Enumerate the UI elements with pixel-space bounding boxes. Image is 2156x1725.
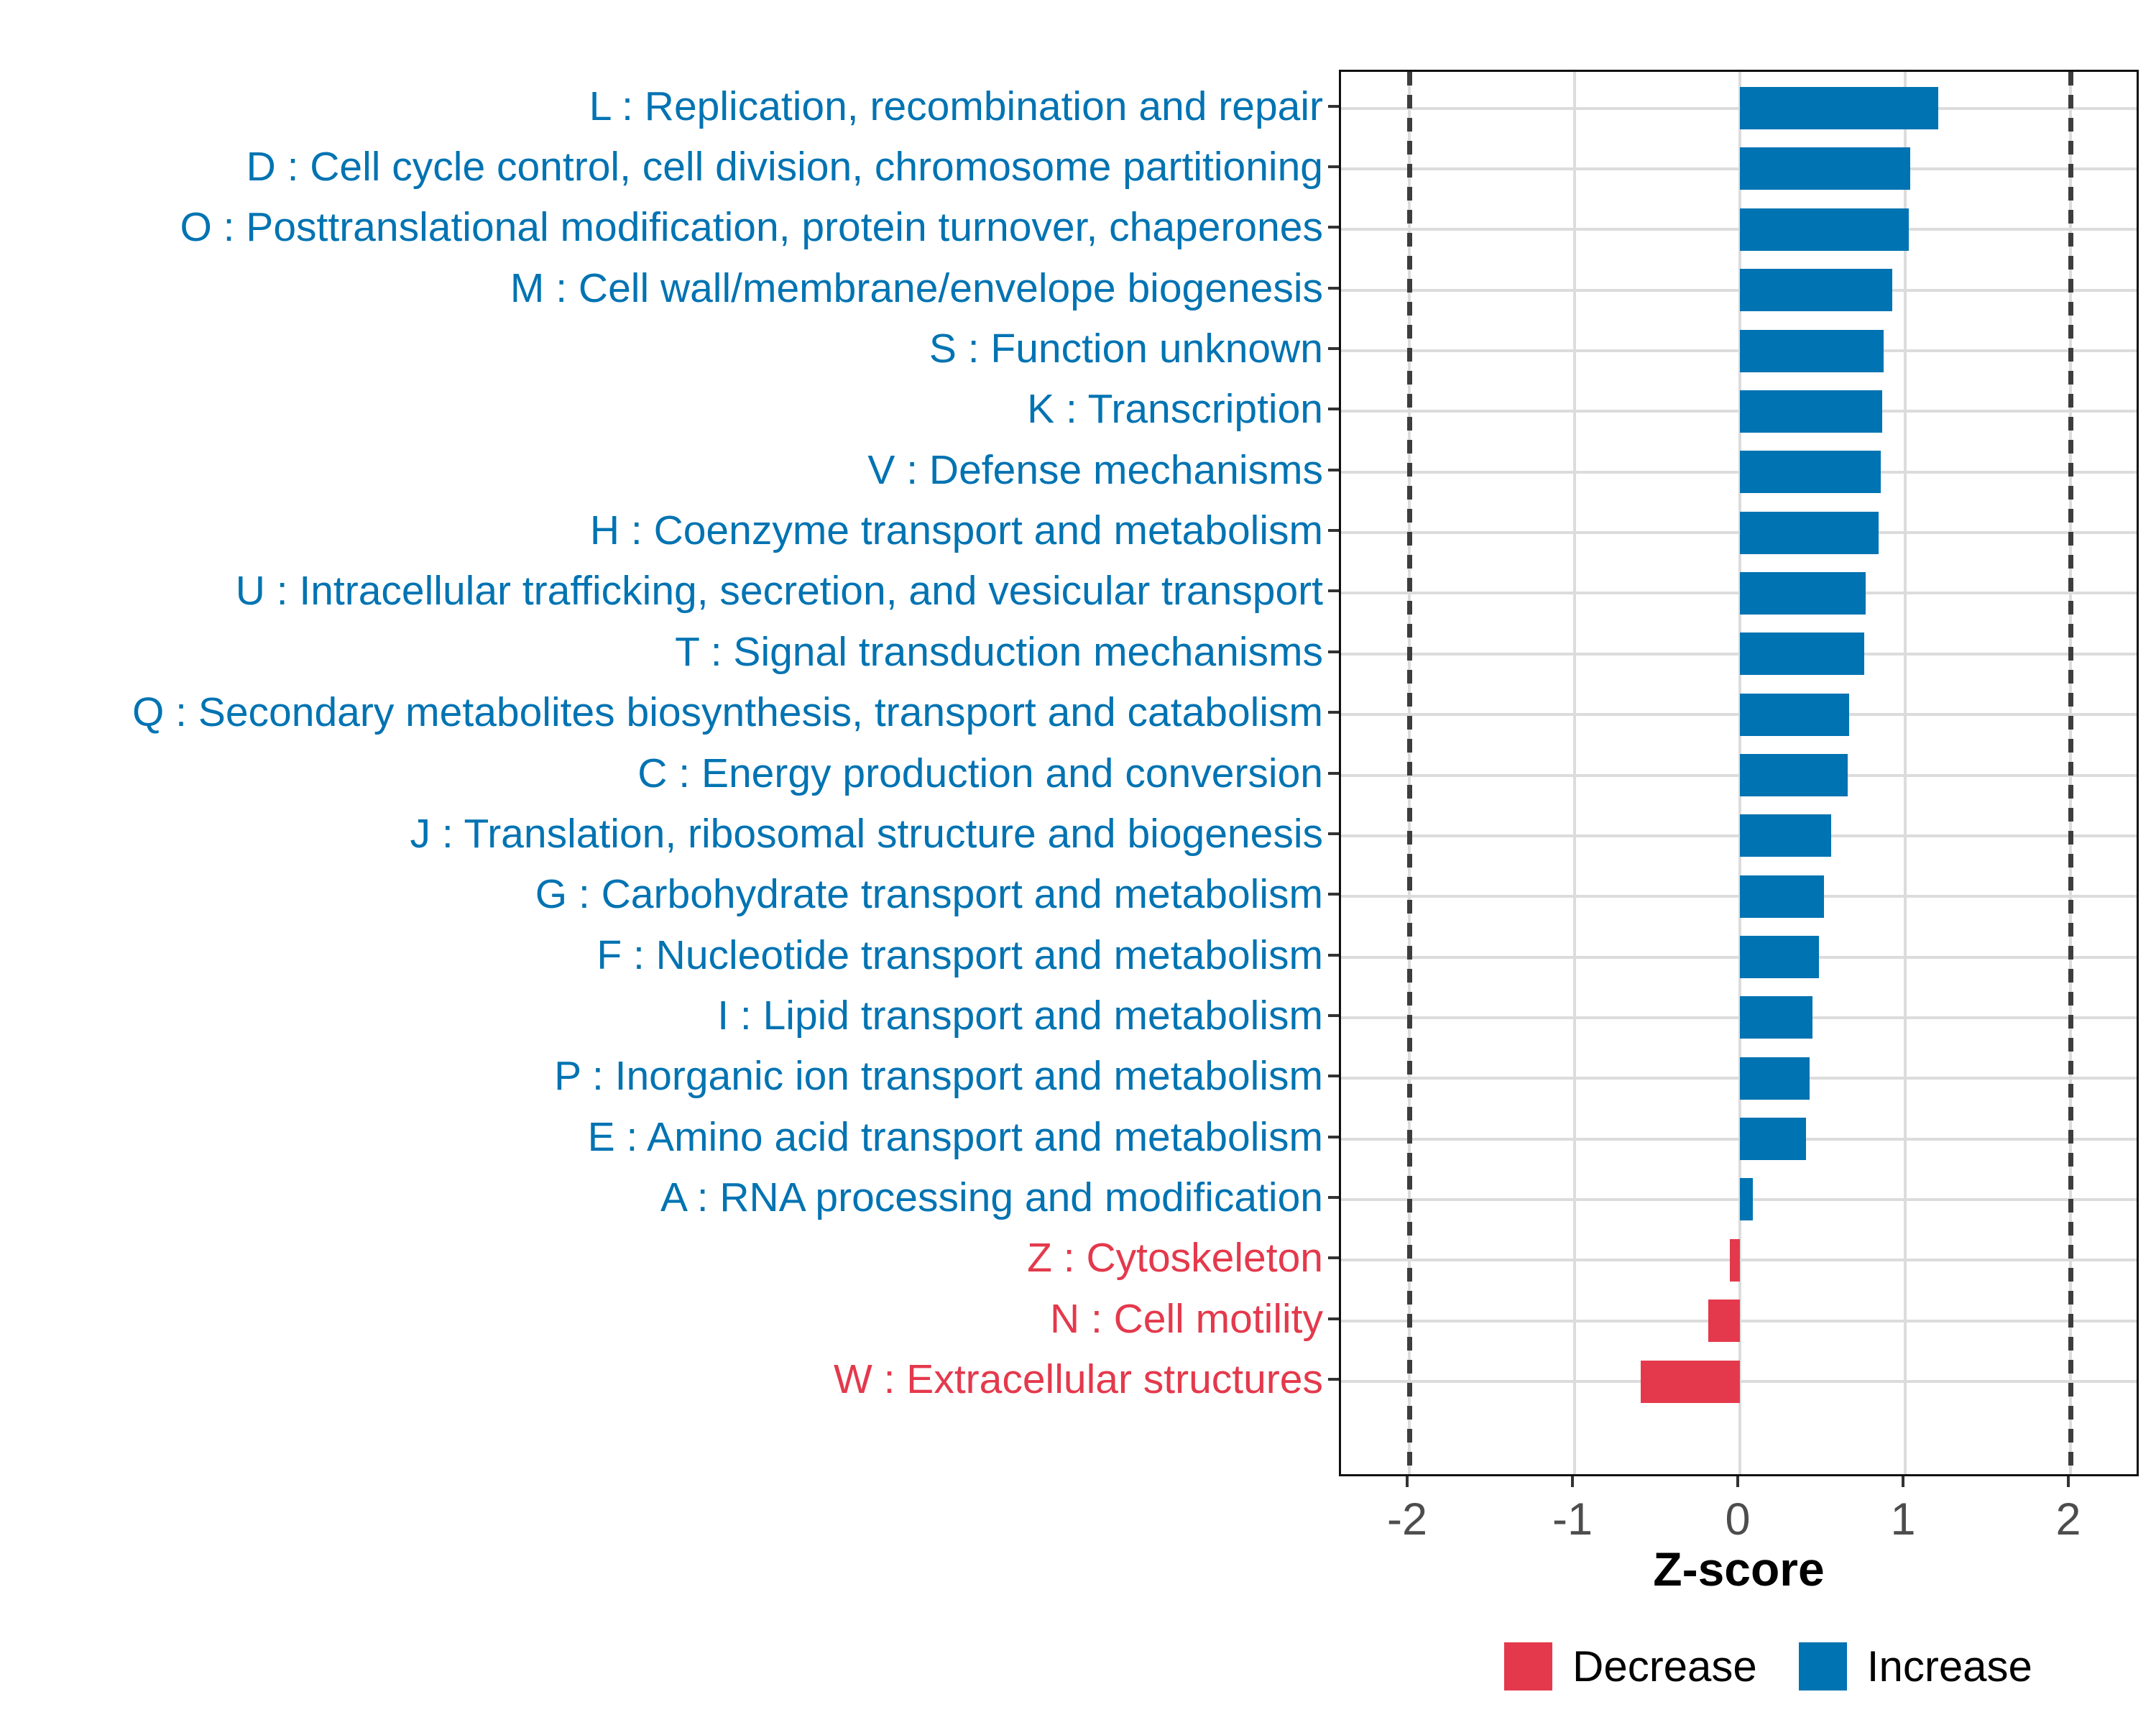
category-label: M : Cell wall/membrane/envelope biogenes… — [510, 264, 1323, 311]
bar-J — [1740, 814, 1831, 857]
x-tick — [1736, 1476, 1739, 1487]
y-tick — [1328, 1317, 1339, 1320]
legend-label: Decrease — [1572, 1642, 1757, 1690]
y-tick — [1328, 104, 1339, 108]
x-axis-title: Z-score — [1653, 1542, 1825, 1596]
category-label: D : Cell cycle control, cell division, c… — [246, 143, 1323, 190]
bar-O — [1740, 208, 1909, 251]
x-tick — [1902, 1476, 1904, 1487]
x-tick — [2067, 1476, 2070, 1487]
y-tick — [1328, 1195, 1339, 1199]
bar-N — [1708, 1300, 1740, 1343]
category-label: H : Coenzyme transport and metabolism — [589, 507, 1323, 554]
plot-panel — [1339, 70, 2139, 1476]
bar-K — [1740, 390, 1882, 433]
y-tick — [1328, 650, 1339, 653]
category-label: W : Extracellular structures — [834, 1356, 1323, 1403]
y-tick — [1328, 1256, 1339, 1260]
y-tick — [1328, 468, 1339, 472]
category-label: G : Carbohydrate transport and metabolis… — [535, 871, 1323, 918]
category-label: Q : Secondary metabolites biosynthesis, … — [132, 689, 1323, 736]
x-tick-label: 0 — [1725, 1494, 1751, 1545]
x-tick-label: -2 — [1386, 1494, 1428, 1545]
bar-I — [1740, 996, 1813, 1039]
category-label: S : Function unknown — [929, 326, 1323, 372]
legend-item-decrease: Decrease — [1504, 1642, 1757, 1690]
x-tick-label: 1 — [1890, 1494, 1916, 1545]
bar-P — [1740, 1057, 1810, 1100]
category-label: P : Inorganic ion transport and metaboli… — [554, 1053, 1323, 1100]
category-label: K : Transcription — [1027, 386, 1323, 433]
y-tick — [1328, 226, 1339, 229]
bar-T — [1740, 632, 1864, 676]
x-tick — [1571, 1476, 1574, 1487]
bar-L — [1740, 87, 1938, 130]
x-tick — [1406, 1476, 1409, 1487]
bar-W — [1641, 1360, 1740, 1403]
category-label: U : Intracellular trafficking, secretion… — [235, 568, 1323, 615]
gridline-x — [1573, 72, 1576, 1474]
bar-S — [1740, 329, 1884, 372]
legend-item-increase: Increase — [1798, 1642, 2032, 1690]
y-tick — [1328, 832, 1339, 835]
y-tick — [1328, 589, 1339, 593]
x-tick-label: 2 — [2055, 1494, 2081, 1545]
bar-E — [1740, 1118, 1806, 1161]
legend: Decrease Increase — [1504, 1642, 2074, 1690]
y-tick — [1328, 1135, 1339, 1138]
category-label: J : Translation, ribosomal structure and… — [410, 810, 1323, 857]
bar-V — [1740, 451, 1881, 494]
gridline-x — [1904, 72, 1907, 1474]
y-tick — [1328, 408, 1339, 411]
bar-G — [1740, 875, 1825, 918]
category-label: O : Posttranslational modification, prot… — [180, 204, 1323, 251]
y-tick — [1328, 711, 1339, 714]
category-label: N : Cell motility — [1049, 1295, 1323, 1342]
category-label: I : Lipid transport and metabolism — [717, 992, 1323, 1039]
bar-U — [1740, 571, 1866, 615]
y-tick — [1328, 953, 1339, 957]
category-label: L : Replication, recombination and repai… — [589, 83, 1323, 129]
y-tick — [1328, 1075, 1339, 1078]
bar-M — [1740, 269, 1892, 312]
legend-swatch-decrease — [1504, 1642, 1552, 1690]
bar-Z — [1730, 1238, 1740, 1282]
bar-F — [1740, 936, 1820, 979]
y-tick — [1328, 1013, 1339, 1017]
bar-H — [1740, 511, 1879, 554]
dashed-vline — [2068, 72, 2073, 1474]
category-label: C : Energy production and conversion — [637, 750, 1323, 796]
bar-C — [1740, 754, 1848, 796]
x-tick-label: -1 — [1552, 1494, 1593, 1545]
dashed-vline — [1407, 72, 1412, 1474]
bar-D — [1740, 147, 1910, 190]
category-label: Z : Cytoskeleton — [1027, 1235, 1323, 1282]
category-label: E : Amino acid transport and metabolism — [587, 1113, 1323, 1160]
legend-swatch-increase — [1798, 1642, 1847, 1690]
category-label: V : Defense mechanisms — [867, 446, 1323, 493]
y-tick — [1328, 286, 1339, 290]
y-tick — [1328, 529, 1339, 533]
category-label: T : Signal transduction mechanisms — [675, 628, 1323, 675]
y-tick — [1328, 347, 1339, 351]
bar-A — [1740, 1178, 1754, 1221]
legend-label: Increase — [1866, 1642, 2032, 1690]
bar-Q — [1740, 693, 1849, 736]
y-tick — [1328, 1378, 1339, 1381]
category-label: F : Nucleotide transport and metabolism — [596, 932, 1323, 978]
category-label: A : RNA processing and modification — [660, 1174, 1323, 1220]
y-tick — [1328, 893, 1339, 896]
y-tick — [1328, 771, 1339, 775]
y-tick — [1328, 165, 1339, 168]
